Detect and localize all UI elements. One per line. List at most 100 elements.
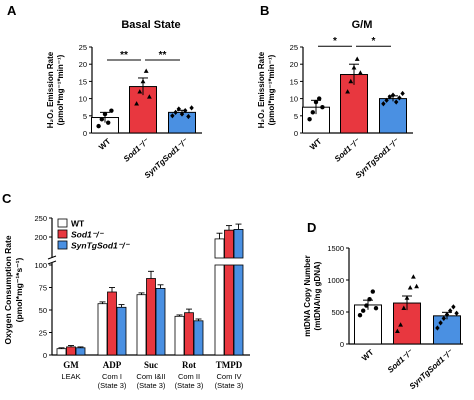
x-tick-label-c-2: Suc — [144, 360, 158, 370]
data-point-b-1 — [358, 70, 363, 75]
sig-label-a-1: ** — [159, 50, 167, 61]
y-tick-label-c: 200 — [34, 233, 47, 242]
data-point-d-1 — [411, 274, 416, 279]
bar-upper-c-1-4 — [224, 229, 234, 259]
y-tick-label-c: 100 — [34, 261, 47, 270]
bar-c-0-0 — [56, 348, 67, 356]
y-label-line1-a: H₂O₂ Emission Rate — [46, 51, 55, 128]
y-tick-label-a: 15 — [79, 77, 87, 86]
data-point-b-1 — [351, 65, 357, 70]
data-point-d-2 — [444, 311, 450, 318]
data-point-a-1 — [137, 89, 143, 94]
chart-title-b: G/M — [352, 19, 373, 31]
data-point-a-0 — [109, 108, 114, 113]
y-label-a: H₂O₂ Emission Rate (pmol*mg⁻¹*min⁻¹) — [46, 51, 65, 128]
y-label-c: Oxygen Consumption Rate (pmol*mg⁻¹*s⁻¹) — [3, 235, 24, 344]
data-point-b-1 — [354, 56, 360, 61]
svg-text:SynTgSod1⁻/⁻: SynTgSod1⁻/⁻ — [354, 136, 401, 180]
data-point-b-1 — [348, 78, 354, 84]
sig-label-a-0: ** — [120, 50, 128, 61]
x-sublabel-c-2: (State 3) — [137, 381, 166, 390]
data-point-d-0 — [357, 313, 363, 318]
bar-c-0-1 — [97, 303, 108, 356]
y-tick-label-a: 20 — [79, 60, 87, 69]
x-tick-label-c-1: ADP — [103, 360, 122, 370]
svg-text:WT: WT — [97, 137, 112, 152]
x-tick-label-d-0: WT — [360, 348, 375, 363]
panel-label-a: A — [7, 3, 17, 18]
data-point-d-2 — [454, 310, 459, 316]
y-tick-label-a: 25 — [79, 43, 87, 52]
x-tick-label-a-0: WT — [97, 137, 112, 152]
data-point-b-2 — [381, 101, 386, 107]
y-tick-label-a: 0 — [83, 129, 87, 138]
bar-c-2-4 — [233, 264, 244, 356]
data-point-d-0 — [361, 308, 366, 313]
data-point-b-2 — [394, 99, 399, 105]
y-tick-label-c: 0 — [43, 351, 47, 360]
data-point-a-0 — [106, 120, 111, 125]
y-tick-label-b: 20 — [290, 60, 298, 69]
y-tick-label-d: 500 — [331, 308, 344, 317]
data-point-d-1 — [401, 305, 407, 310]
svg-text:Sod1⁻/⁻: Sod1⁻/⁻ — [386, 347, 415, 374]
sig-label-b-0: * — [333, 36, 337, 47]
y-tick-label-b: 5 — [294, 112, 298, 121]
svg-text:WT: WT — [308, 137, 323, 152]
data-point-b-2 — [400, 90, 405, 97]
data-point-b-0 — [307, 117, 312, 122]
y-tick-label-c: 25 — [39, 329, 47, 338]
data-point-b-0 — [313, 99, 319, 105]
x-sublabel-c-3: Com II — [178, 372, 200, 381]
sig-label-b-1: * — [372, 36, 376, 47]
x-tick-label-b-0: WT — [308, 137, 323, 152]
data-point-b-0 — [320, 105, 325, 110]
data-point-d-0 — [367, 297, 372, 302]
y-tick-label-b: 25 — [290, 43, 298, 52]
y-label-d: mtDNA Copy Number (mtDNA/ng gDNA) — [303, 255, 322, 336]
data-point-d-2 — [441, 315, 446, 321]
data-point-b-0 — [317, 96, 322, 101]
data-point-b-2 — [390, 92, 396, 98]
bar-d-0 — [354, 304, 382, 345]
legend-label-c-1: Sod1⁻/⁻ — [71, 230, 105, 240]
y-label-line1-c: Oxygen Consumption Rate — [3, 235, 13, 344]
data-point-b-2 — [387, 94, 392, 100]
data-point-a-1 — [134, 101, 139, 106]
axis-break-mark-c — [47, 260, 57, 265]
data-point-d-2 — [435, 325, 440, 331]
y-tick-label-a: 10 — [79, 95, 87, 104]
bar-c-0-2 — [136, 294, 147, 356]
data-point-d-1 — [404, 295, 410, 300]
x-sublabel-c-4: (State 3) — [215, 381, 244, 390]
data-point-a-2 — [173, 109, 178, 115]
bar-c-0-4 — [214, 264, 225, 356]
y-tick-label-b: 10 — [290, 95, 298, 104]
x-tick-label-a-2: SynTgSod1⁻/⁻ — [143, 136, 190, 180]
y-label-line2-c: (pmol*mg⁻¹*s⁻¹) — [14, 257, 24, 322]
data-point-a-0 — [102, 111, 108, 117]
y-tick-label-d: 1500 — [327, 244, 344, 253]
data-point-d-0 — [364, 303, 369, 308]
x-sublabel-c-4: Com IV — [216, 372, 241, 381]
data-point-d-2 — [448, 308, 453, 314]
y-tick-label-a: 5 — [83, 112, 87, 121]
x-tick-label-c-4: TMPD — [216, 360, 243, 370]
x-sublabel-c-3: (State 3) — [175, 381, 204, 390]
legend-swatch-c-0 — [57, 218, 68, 228]
x-tick-label-c-0: GM — [63, 360, 79, 370]
bar-upper-c-0-4 — [214, 238, 225, 259]
data-point-d-1 — [398, 322, 403, 327]
data-point-a-1 — [147, 94, 152, 99]
svg-text:WT: WT — [360, 348, 375, 363]
legend-swatch-c-2 — [57, 240, 68, 250]
y-label-line2-d: (mtDNA/ng gDNA) — [313, 261, 322, 330]
data-point-b-2 — [397, 95, 402, 101]
bar-c-1-1 — [107, 291, 117, 356]
svg-text:Sod1⁻/⁻: Sod1⁻/⁻ — [333, 136, 362, 163]
y-label-line2-b: (pmol*mg⁻¹*min⁻¹) — [267, 54, 276, 125]
data-point-d-0 — [370, 289, 375, 294]
x-sublabel-c-1: Com I — [102, 372, 122, 381]
bar-a-1 — [129, 86, 157, 134]
y-tick-label-d: 0 — [340, 340, 344, 349]
